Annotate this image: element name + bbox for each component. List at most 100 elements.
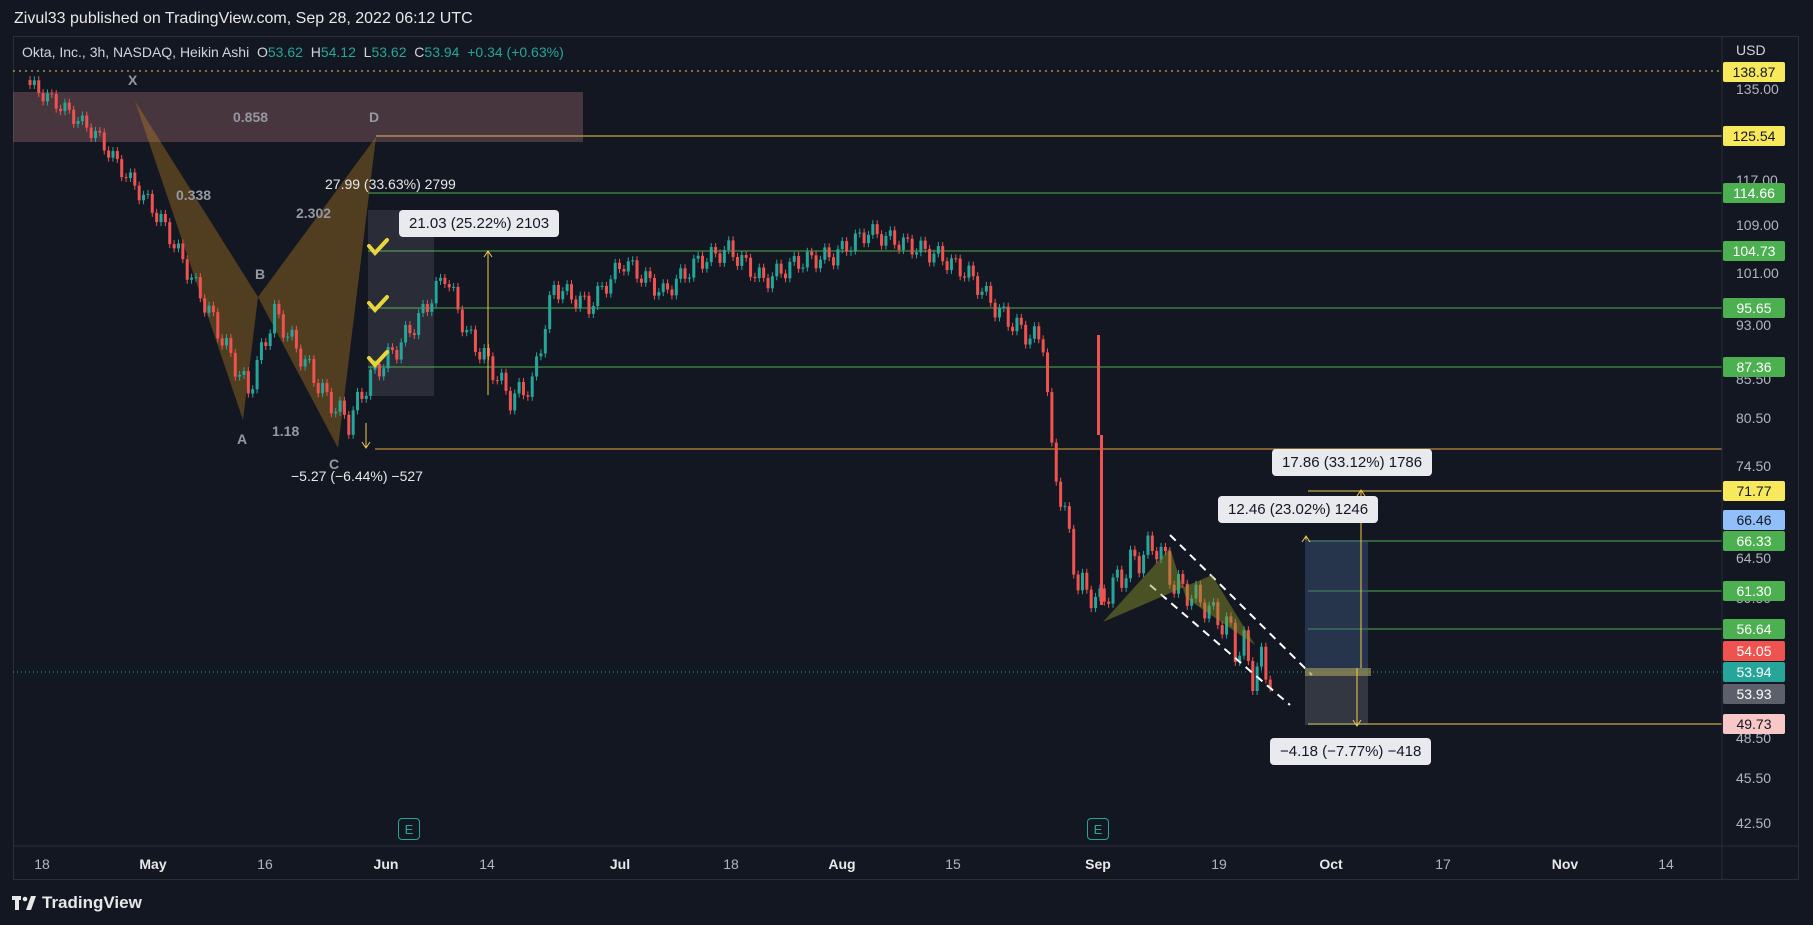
high-value: 54.12 [320, 44, 356, 60]
candle-body [168, 222, 172, 245]
candle-body [1233, 622, 1237, 662]
candle-body [316, 382, 320, 394]
candle-body [347, 414, 351, 435]
candle-body [766, 277, 770, 289]
candle-body [460, 309, 464, 333]
low-value: 53.62 [371, 44, 407, 60]
candle-body [875, 224, 879, 235]
candle-body [1067, 506, 1071, 529]
pattern-label-a: A [237, 431, 248, 447]
chart-frame[interactable] [13, 36, 1799, 880]
measure-label[interactable]: 21.03 (25.22%) 2103 [399, 210, 560, 237]
candle-body [639, 278, 643, 283]
candle-body [805, 251, 809, 268]
candle-body [749, 257, 753, 277]
candle-body [757, 267, 761, 279]
price-tag: 95.65 [1723, 298, 1785, 318]
pattern-label-x: X [128, 72, 138, 88]
candle-body [294, 329, 298, 349]
price-tag: 138.87 [1723, 62, 1785, 82]
measure-label[interactable]: 12.46 (23.02%) 1246 [1218, 496, 1379, 523]
candle-body [1242, 630, 1246, 656]
candle-body [1142, 554, 1146, 574]
candle-body [238, 374, 242, 377]
candle-body [753, 276, 757, 279]
candle-body [535, 356, 539, 377]
candle-body [552, 284, 556, 296]
candle-body [124, 177, 128, 179]
candle-body [949, 258, 953, 271]
y-tick-label: 64.50 [1736, 550, 1772, 566]
candle-body [1072, 528, 1076, 575]
candle-body [28, 80, 32, 85]
currency-label[interactable]: USD [1736, 42, 1766, 58]
candle-body [1146, 535, 1150, 555]
chart-canvas[interactable] [0, 0, 1813, 880]
candle-body [1080, 572, 1084, 591]
y-tick-label: 101.00 [1736, 265, 1779, 281]
candle-body [600, 285, 604, 287]
candle-body [888, 230, 892, 236]
candle-body [434, 280, 438, 304]
candle-body [1185, 583, 1189, 606]
earnings-marker[interactable]: E [398, 818, 420, 840]
candle-body [919, 240, 923, 253]
candle-body [198, 277, 202, 299]
candle-body [325, 383, 329, 392]
candle-body [185, 259, 189, 280]
candle-body [871, 224, 875, 235]
candle-body [897, 244, 901, 250]
candle-body [783, 273, 787, 279]
candle-body [404, 325, 408, 343]
price-tag: 104.73 [1723, 241, 1785, 261]
candle-body [329, 391, 333, 414]
candle-body [290, 329, 294, 337]
measure-label[interactable]: −4.18 (−7.77%) −418 [1270, 738, 1432, 765]
candle-body [443, 277, 447, 285]
prz-zone [13, 92, 583, 142]
candle-body [369, 369, 373, 396]
candle-body [1159, 546, 1163, 560]
candle-body [818, 259, 822, 269]
candle-body [971, 265, 975, 277]
candle-body [1203, 602, 1207, 619]
candle-body [469, 329, 473, 331]
entry-marker [1305, 668, 1371, 676]
candle-body [421, 303, 425, 314]
candle-body [399, 342, 403, 360]
candle-body [334, 411, 338, 414]
candle-body [884, 235, 888, 246]
candle-body [1124, 578, 1128, 588]
tradingview-logo[interactable]: TradingView [12, 893, 142, 913]
check-icon [367, 238, 389, 257]
x-tick-label: 14 [1658, 856, 1674, 872]
candle-body [495, 380, 499, 382]
candle-body [255, 360, 259, 390]
measure-arrow-head [1352, 719, 1362, 727]
candle-body [120, 159, 124, 178]
candle-body [76, 120, 80, 124]
candle-body [910, 238, 914, 255]
candle-body [390, 347, 394, 350]
y-tick-label: 74.50 [1736, 458, 1772, 474]
candle-body [666, 283, 670, 290]
candle-body [1128, 549, 1132, 579]
price-tag: 66.33 [1723, 531, 1785, 551]
candle-body [801, 267, 805, 269]
ratio-label: 0.338 [176, 187, 212, 203]
candle-body [63, 102, 67, 112]
candle-body [72, 109, 76, 124]
candle-body [438, 277, 442, 281]
candle-body [32, 80, 36, 85]
earnings-marker[interactable]: E [1087, 818, 1109, 840]
candle-body [133, 172, 137, 186]
candle-body [181, 243, 185, 260]
x-tick-label: 18 [723, 856, 739, 872]
candle-body [172, 244, 176, 249]
candle-body [194, 277, 198, 279]
candle-body [980, 291, 984, 295]
publisher-text: Zivul33 published on TradingView.com, Se… [14, 10, 473, 27]
y-tick-label: 42.50 [1736, 815, 1772, 831]
candle-body [1259, 646, 1263, 667]
measure-label[interactable]: 17.86 (33.12%) 1786 [1272, 449, 1433, 476]
